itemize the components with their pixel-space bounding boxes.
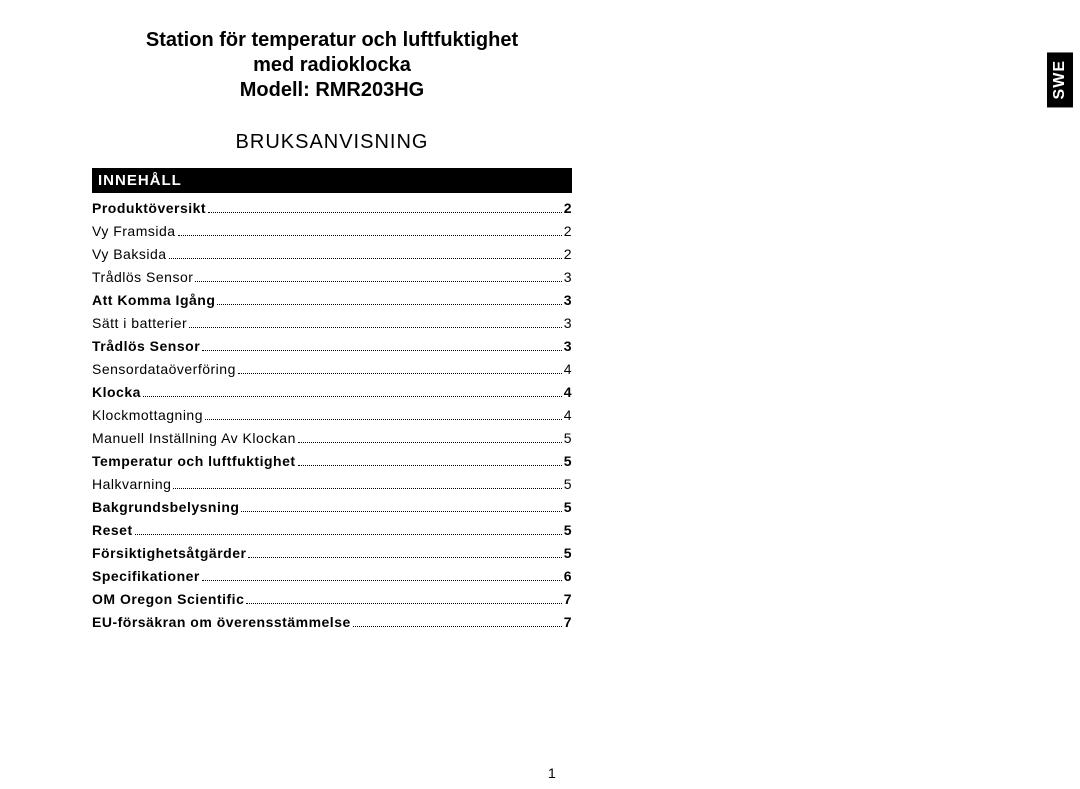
toc-row: Manuell Inställning Av Klockan 5	[92, 430, 572, 446]
toc-label: OM Oregon Scientific	[92, 591, 244, 607]
toc-label: Trådlös Sensor	[92, 338, 200, 354]
toc-leader-dots	[298, 465, 562, 466]
toc-page: 4	[564, 407, 572, 423]
toc-page: 2	[564, 200, 572, 216]
toc-page: 3	[564, 292, 572, 308]
toc-label: Vy Baksida	[92, 246, 167, 262]
toc-label: Sätt i batterier	[92, 315, 187, 331]
toc-page: 7	[564, 614, 572, 630]
toc-page: 3	[564, 338, 572, 354]
table-of-contents: Produktöversikt 2 Vy Framsida 2 Vy Baksida 2 T…	[92, 200, 572, 630]
toc-label: Sensordataöverföring	[92, 361, 236, 377]
toc-label: EU-försäkran om överensstämmelse	[92, 614, 351, 630]
toc-row: Produktöversikt 2	[92, 200, 572, 216]
toc-leader-dots	[202, 350, 562, 351]
toc-label: Vy Framsida	[92, 223, 176, 239]
toc-page: 6	[564, 568, 572, 584]
toc-label: Halkvarning	[92, 476, 171, 492]
toc-leader-dots	[135, 534, 562, 535]
toc-leader-dots	[195, 281, 561, 282]
title-block: Station för temperatur och luftfuktighet…	[92, 28, 572, 103]
toc-row: EU-försäkran om överensstämmelse 7	[92, 614, 572, 630]
toc-label: Klocka	[92, 384, 141, 400]
toc-header: INNEHÅLL	[92, 168, 572, 193]
toc-leader-dots	[241, 511, 561, 512]
toc-label: Temperatur och luftfuktighet	[92, 453, 296, 469]
title-line-2: med radioklocka	[92, 53, 572, 78]
toc-leader-dots	[169, 258, 562, 259]
toc-page: 5	[564, 545, 572, 561]
toc-page: 4	[564, 361, 572, 377]
toc-label: Att Komma Igång	[92, 292, 215, 308]
toc-row: Specifikationer 6	[92, 568, 572, 584]
toc-row: Klockmottagning 4	[92, 407, 572, 423]
toc-leader-dots	[248, 557, 561, 558]
toc-page: 5	[564, 453, 572, 469]
toc-row: Trådlös Sensor 3	[92, 269, 572, 285]
toc-row: Sätt i batterier 3	[92, 315, 572, 331]
toc-label: Bakgrundsbelysning	[92, 499, 239, 515]
toc-row: Försiktighetsåtgärder 5	[92, 545, 572, 561]
toc-page: 4	[564, 384, 572, 400]
toc-page: 5	[564, 522, 572, 538]
toc-page: 2	[564, 223, 572, 239]
language-tab: SWE	[1047, 52, 1073, 107]
toc-label: Produktöversikt	[92, 200, 206, 216]
toc-page: 3	[564, 315, 572, 331]
toc-row: Halkvarning 5	[92, 476, 572, 492]
toc-row: OM Oregon Scientific 7	[92, 591, 572, 607]
toc-label: Manuell Inställning Av Klockan	[92, 430, 296, 446]
toc-leader-dots	[205, 419, 562, 420]
toc-row: Klocka 4	[92, 384, 572, 400]
toc-row: Sensordataöverföring 4	[92, 361, 572, 377]
page-number: 1	[548, 765, 556, 781]
toc-row: Trådlös Sensor 3	[92, 338, 572, 354]
toc-leader-dots	[208, 212, 562, 213]
toc-row: Vy Framsida 2	[92, 223, 572, 239]
toc-page: 7	[564, 591, 572, 607]
toc-page: 5	[564, 430, 572, 446]
toc-row: Att Komma Igång 3	[92, 292, 572, 308]
toc-label: Specifikationer	[92, 568, 200, 584]
toc-leader-dots	[217, 304, 561, 305]
toc-leader-dots	[298, 442, 562, 443]
toc-leader-dots	[143, 396, 562, 397]
title-line-3: Modell: RMR203HG	[92, 78, 572, 103]
toc-row: Temperatur och luftfuktighet 5	[92, 453, 572, 469]
subtitle: BRUKSANVISNING	[92, 131, 572, 154]
toc-row: Bakgrundsbelysning 5	[92, 499, 572, 515]
toc-page: 2	[564, 246, 572, 262]
toc-leader-dots	[238, 373, 562, 374]
toc-leader-dots	[178, 235, 562, 236]
toc-row: Reset 5	[92, 522, 572, 538]
title-line-1: Station för temperatur och luftfuktighet	[92, 28, 572, 53]
toc-leader-dots	[173, 488, 561, 489]
toc-leader-dots	[202, 580, 562, 581]
toc-leader-dots	[246, 603, 561, 604]
toc-label: Klockmottagning	[92, 407, 203, 423]
toc-page: 5	[564, 499, 572, 515]
toc-label: Trådlös Sensor	[92, 269, 193, 285]
toc-leader-dots	[189, 327, 562, 328]
toc-row: Vy Baksida 2	[92, 246, 572, 262]
toc-leader-dots	[353, 626, 562, 627]
toc-label: Försiktighetsåtgärder	[92, 545, 246, 561]
document-content: Station för temperatur och luftfuktighet…	[92, 28, 572, 630]
toc-page: 5	[564, 476, 572, 492]
toc-page: 3	[564, 269, 572, 285]
toc-label: Reset	[92, 522, 133, 538]
